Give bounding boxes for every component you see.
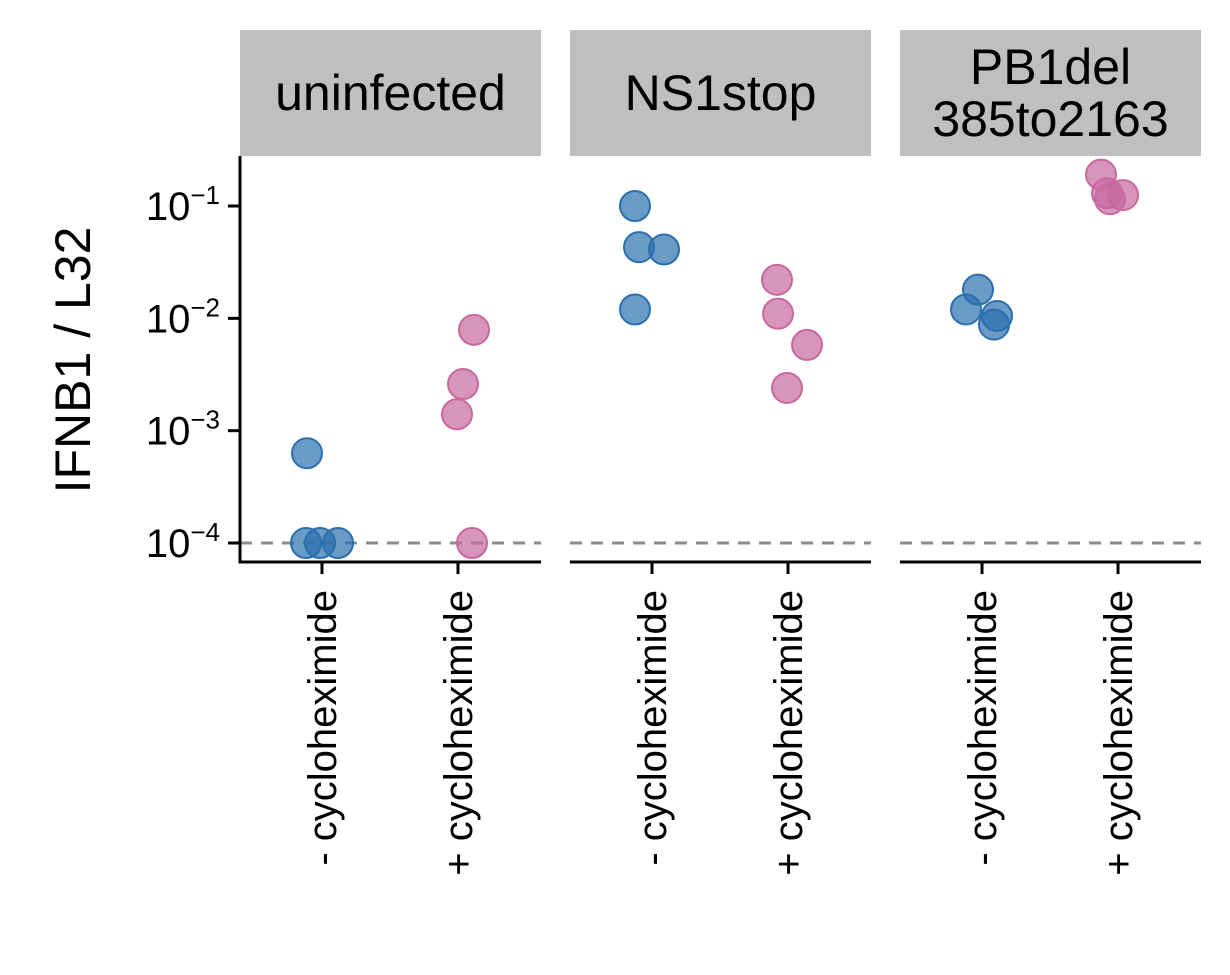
x-tick-label: + cycloheximide [1097,590,1141,876]
facet-strip [900,30,1201,156]
data-point [322,527,354,559]
facet-label: uninfected [275,65,506,121]
data-point [771,371,803,404]
x-tick-label: - cycloheximide [631,590,675,866]
facet-strip [570,30,871,156]
y-tick-label: 10−2 [146,292,220,341]
data-point [619,190,651,222]
facet-label: PB1del [970,39,1131,95]
data-point [950,293,982,326]
data-point [978,308,1010,341]
data-point [762,297,794,330]
data-point [447,368,479,401]
facet-strip [240,30,541,156]
data-point [1094,183,1126,216]
facet-panel: NS1stop - cycloheximide + cycloheximide [570,30,871,876]
y-tick-label: 10−1 [146,180,220,229]
data-point [648,233,680,266]
x-tick-label: + cycloheximide [437,590,481,876]
facet-panel: uninfected - cycloheximide + cycloheximide [240,30,541,876]
data-point [619,293,651,326]
data-point [761,263,793,296]
data-point [291,437,323,470]
y-axis: 10−1 10−2 10−3 10−4 [146,156,242,566]
facet-label: NS1stop [625,65,817,121]
data-point [456,527,488,559]
y-tick-label: 10−4 [146,517,220,566]
facets-layer: uninfected - cycloheximide + cycloheximide… [240,30,1201,876]
x-tick-label: - cycloheximide [301,590,345,866]
data-point [458,313,490,346]
data-point [441,398,473,431]
y-tick-label: 10−3 [146,405,220,454]
x-tick-label: + cycloheximide [767,590,811,876]
data-point [791,328,823,361]
y-axis-label: IFNB1 / L32 [45,227,101,494]
facet-label: 385to2163 [932,91,1168,147]
x-tick-label: - cycloheximide [961,590,1005,866]
